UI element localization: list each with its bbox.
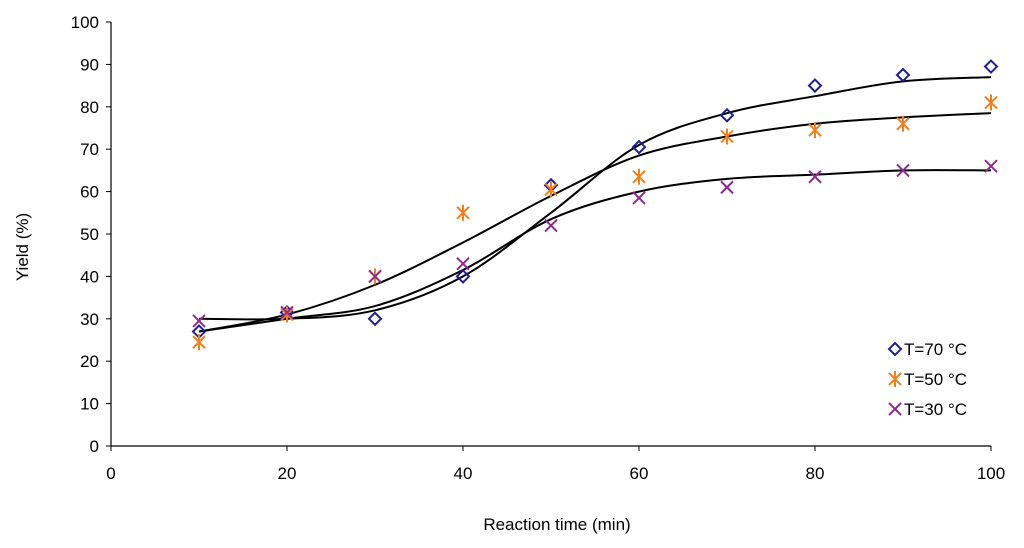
diamond-marker-shape (887, 341, 903, 357)
diamond-point (631, 139, 647, 155)
legend-label: T=30 °C (904, 400, 967, 419)
asterisk-point (896, 115, 910, 132)
x-tick-label: 60 (630, 464, 649, 483)
diamond-marker-shape (895, 67, 911, 83)
cross-marker-shape (896, 163, 910, 178)
y-tick-label: 60 (80, 183, 99, 202)
legend-label: T=50 °C (904, 370, 967, 389)
cross-marker-shape (368, 269, 382, 284)
legend-marker-diamond (887, 341, 903, 357)
diamond-point (895, 67, 911, 83)
diamond-point (983, 59, 999, 74)
y-tick-label: 90 (80, 55, 99, 74)
trendlines (198, 76, 992, 333)
y-tick-label: 80 (80, 98, 99, 117)
asterisk-marker-shape (632, 168, 646, 185)
diamond-point (719, 107, 735, 123)
diamond-marker-shape (455, 268, 471, 284)
y-tick-label: 10 (80, 395, 99, 414)
legend: T=70 °C T=50 °C T=30 °C (887, 340, 967, 419)
asterisk-point (456, 204, 470, 221)
cross-point (544, 218, 558, 233)
asterisk-point (192, 334, 206, 351)
y-tick-label: 50 (80, 225, 99, 244)
trend-line (198, 76, 992, 321)
y-tick-label: 100 (71, 13, 99, 32)
cross-point (368, 269, 382, 284)
y-tick-label: 40 (80, 267, 99, 286)
asterisk-marker-shape (192, 334, 206, 351)
cross-point (192, 314, 206, 328)
legend-marker-asterisk (888, 371, 902, 387)
asterisk-marker-shape (896, 115, 910, 132)
y-tick-label: 30 (80, 310, 99, 329)
asterisk-point (632, 168, 646, 185)
asterisk-marker-shape (280, 306, 294, 323)
asterisk-marker-shape (888, 371, 902, 387)
diamond-point (455, 268, 471, 284)
cross-point (632, 191, 646, 205)
asterisk-point (544, 181, 558, 198)
asterisk-marker-shape (544, 181, 558, 198)
cross-marker-shape (808, 170, 822, 184)
asterisk-point (280, 306, 294, 323)
diamond-marker-shape (983, 59, 999, 74)
cross-marker-shape (456, 256, 470, 271)
cross-marker-shape (192, 314, 206, 328)
cross-point (984, 159, 998, 173)
legend-label: T=70 °C (904, 340, 967, 359)
asterisk-marker-shape (984, 94, 998, 111)
y-axis-label: Yield (%) (13, 213, 32, 281)
asterisk-marker-shape (808, 122, 822, 139)
markers (191, 59, 999, 351)
legend-item: T=30 °C (888, 400, 967, 419)
diamond-marker-shape (719, 107, 735, 123)
x-tick-label: 20 (278, 464, 297, 483)
trend-line (198, 169, 992, 333)
diamond-point (367, 311, 383, 327)
x-tick-label: 100 (977, 464, 1005, 483)
cross-marker-shape (544, 218, 558, 233)
diamond-marker-shape (631, 139, 647, 155)
cross-marker-shape (280, 305, 294, 320)
x-tick-label: 80 (806, 464, 825, 483)
cross-point (808, 170, 822, 184)
legend-item: T=70 °C (887, 340, 967, 359)
diamond-point (807, 78, 823, 94)
cross-marker-shape (888, 402, 902, 416)
cross-point (896, 163, 910, 178)
diamond-marker-shape (807, 78, 823, 94)
legend-marker-cross (888, 402, 902, 416)
y-tick-label: 70 (80, 140, 99, 159)
asterisk-marker-shape (720, 128, 734, 145)
asterisk-point (808, 122, 822, 139)
diamond-marker-shape (367, 311, 383, 327)
cross-point (720, 180, 734, 195)
asterisk-point (720, 128, 734, 145)
cross-point (456, 256, 470, 271)
x-tick-label: 40 (454, 464, 473, 483)
asterisk-point (984, 94, 998, 111)
legend-item: T=50 °C (888, 370, 967, 389)
cross-marker-shape (720, 180, 734, 195)
axes: 0 10 20 30 40 50 60 70 80 90 100 0 20 40 60 80 100 (71, 13, 1006, 483)
asterisk-marker-shape (456, 204, 470, 221)
trend-line (198, 112, 992, 333)
x-tick-label: 0 (106, 464, 115, 483)
x-axis-label: Reaction time (min) (483, 515, 630, 534)
cross-marker-shape (984, 159, 998, 173)
y-tick-label: 0 (90, 437, 99, 456)
y-tick-label: 20 (80, 352, 99, 371)
cross-marker-shape (632, 191, 646, 205)
cross-point (280, 305, 294, 320)
